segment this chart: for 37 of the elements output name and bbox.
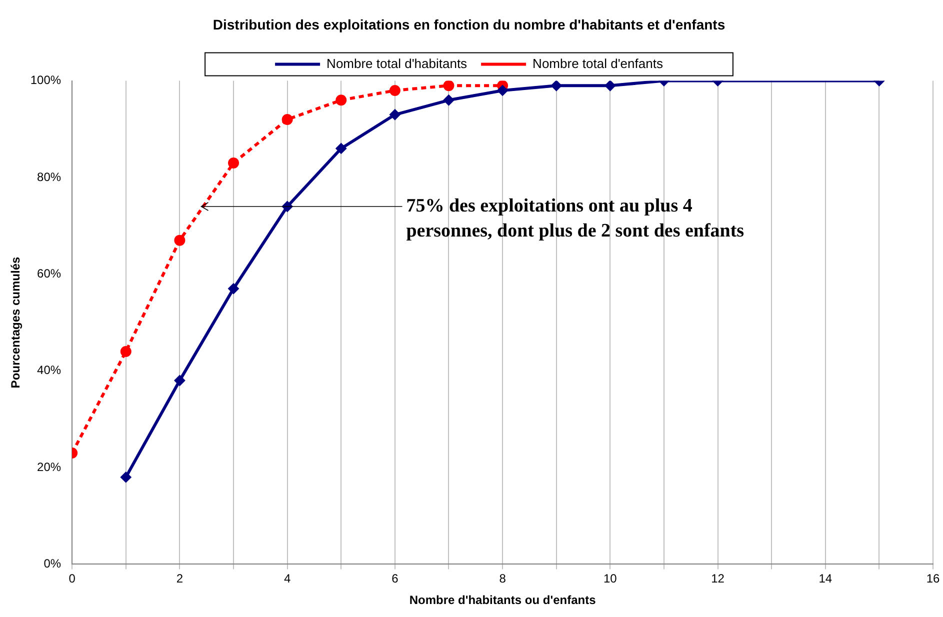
point (389, 109, 400, 120)
point (604, 80, 616, 92)
x-tick-label: 2 (176, 572, 184, 586)
x-tick-label: 14 (818, 572, 832, 586)
x-tick-label: 10 (603, 572, 618, 586)
x-tick-label: 4 (284, 572, 291, 586)
legend-label: Nombre total d'habitants (326, 56, 468, 71)
point (120, 472, 132, 483)
point (174, 234, 186, 246)
x-tick-label: 12 (711, 572, 725, 586)
point (120, 346, 132, 358)
x-tick-label: 16 (926, 572, 940, 586)
x-tick-label: 6 (392, 572, 399, 586)
y-tick-label: 100% (30, 73, 62, 88)
point (228, 157, 240, 168)
x-tick-label: 0 (68, 572, 76, 586)
point (497, 84, 508, 96)
chart-title: Distribution des exploitations en fonction du nombre d'habitants et d'enfants (212, 16, 726, 32)
point (336, 94, 347, 106)
x-axis-title: Nombre d'habitants ou d'enfants (409, 593, 596, 608)
point (336, 142, 347, 154)
point (174, 375, 186, 386)
point (282, 114, 293, 125)
point (443, 80, 454, 92)
point (550, 80, 562, 92)
x-tick-label: 8 (499, 572, 506, 586)
annotation: 75% des exploitations ont au plus 4 personnes, dont plus de 2 sont des enfants (406, 195, 744, 242)
y-tick-label: 0% (44, 556, 62, 571)
point (228, 283, 240, 294)
y-axis-title: Pourcentages cumulés (8, 256, 23, 388)
y-tick-label: 40% (37, 363, 62, 378)
legend-label: Nombre total d'enfants (532, 56, 664, 71)
y-tick-label: 60% (37, 266, 62, 280)
y-tick-label: 80% (37, 170, 62, 184)
point (389, 84, 400, 96)
point (443, 94, 454, 106)
y-tick-label: 20% (37, 460, 62, 474)
